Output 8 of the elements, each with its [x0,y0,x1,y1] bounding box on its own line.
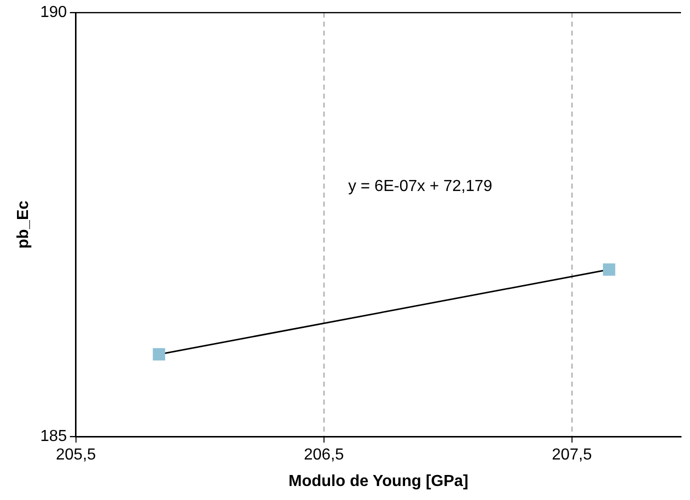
x-axis-title: Modulo de Young [GPa] [288,472,468,490]
x-tick-label: 206,5 [304,446,344,464]
y-tick-label: 185 [40,428,67,446]
x-tick-label: 207,5 [552,446,592,464]
annotation: y = 6E-07x + 72,179 [348,178,492,195]
y-axis-title: pb_Ec [15,200,32,249]
x-tick-label: 205,5 [56,446,96,464]
y-tick-label: 190 [40,4,67,22]
